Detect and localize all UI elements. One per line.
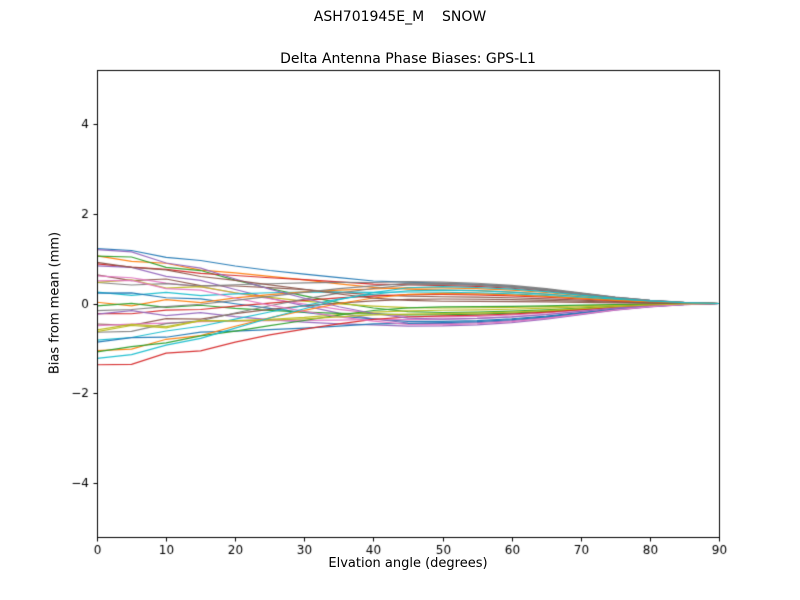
x-axis-label: Elvation angle (degrees) — [328, 556, 488, 571]
figure-title: ASH701945E_M SNOW — [313, 9, 487, 25]
axes-title: Delta Antenna Phase Biases: GPS-L1 — [280, 51, 536, 67]
y-axis-label: Bias from mean (mm) — [47, 231, 63, 375]
